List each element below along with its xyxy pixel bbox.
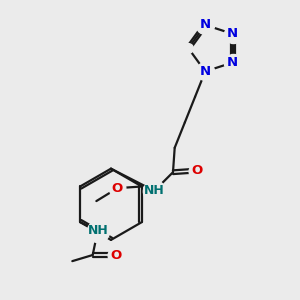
Text: N: N xyxy=(227,27,238,40)
Text: O: O xyxy=(192,164,203,177)
Text: NH: NH xyxy=(87,224,108,237)
Text: N: N xyxy=(200,65,211,78)
Text: NH: NH xyxy=(144,184,165,197)
Text: N: N xyxy=(200,19,211,32)
Text: N: N xyxy=(227,56,238,69)
Text: O: O xyxy=(110,248,122,262)
Text: O: O xyxy=(112,182,123,195)
